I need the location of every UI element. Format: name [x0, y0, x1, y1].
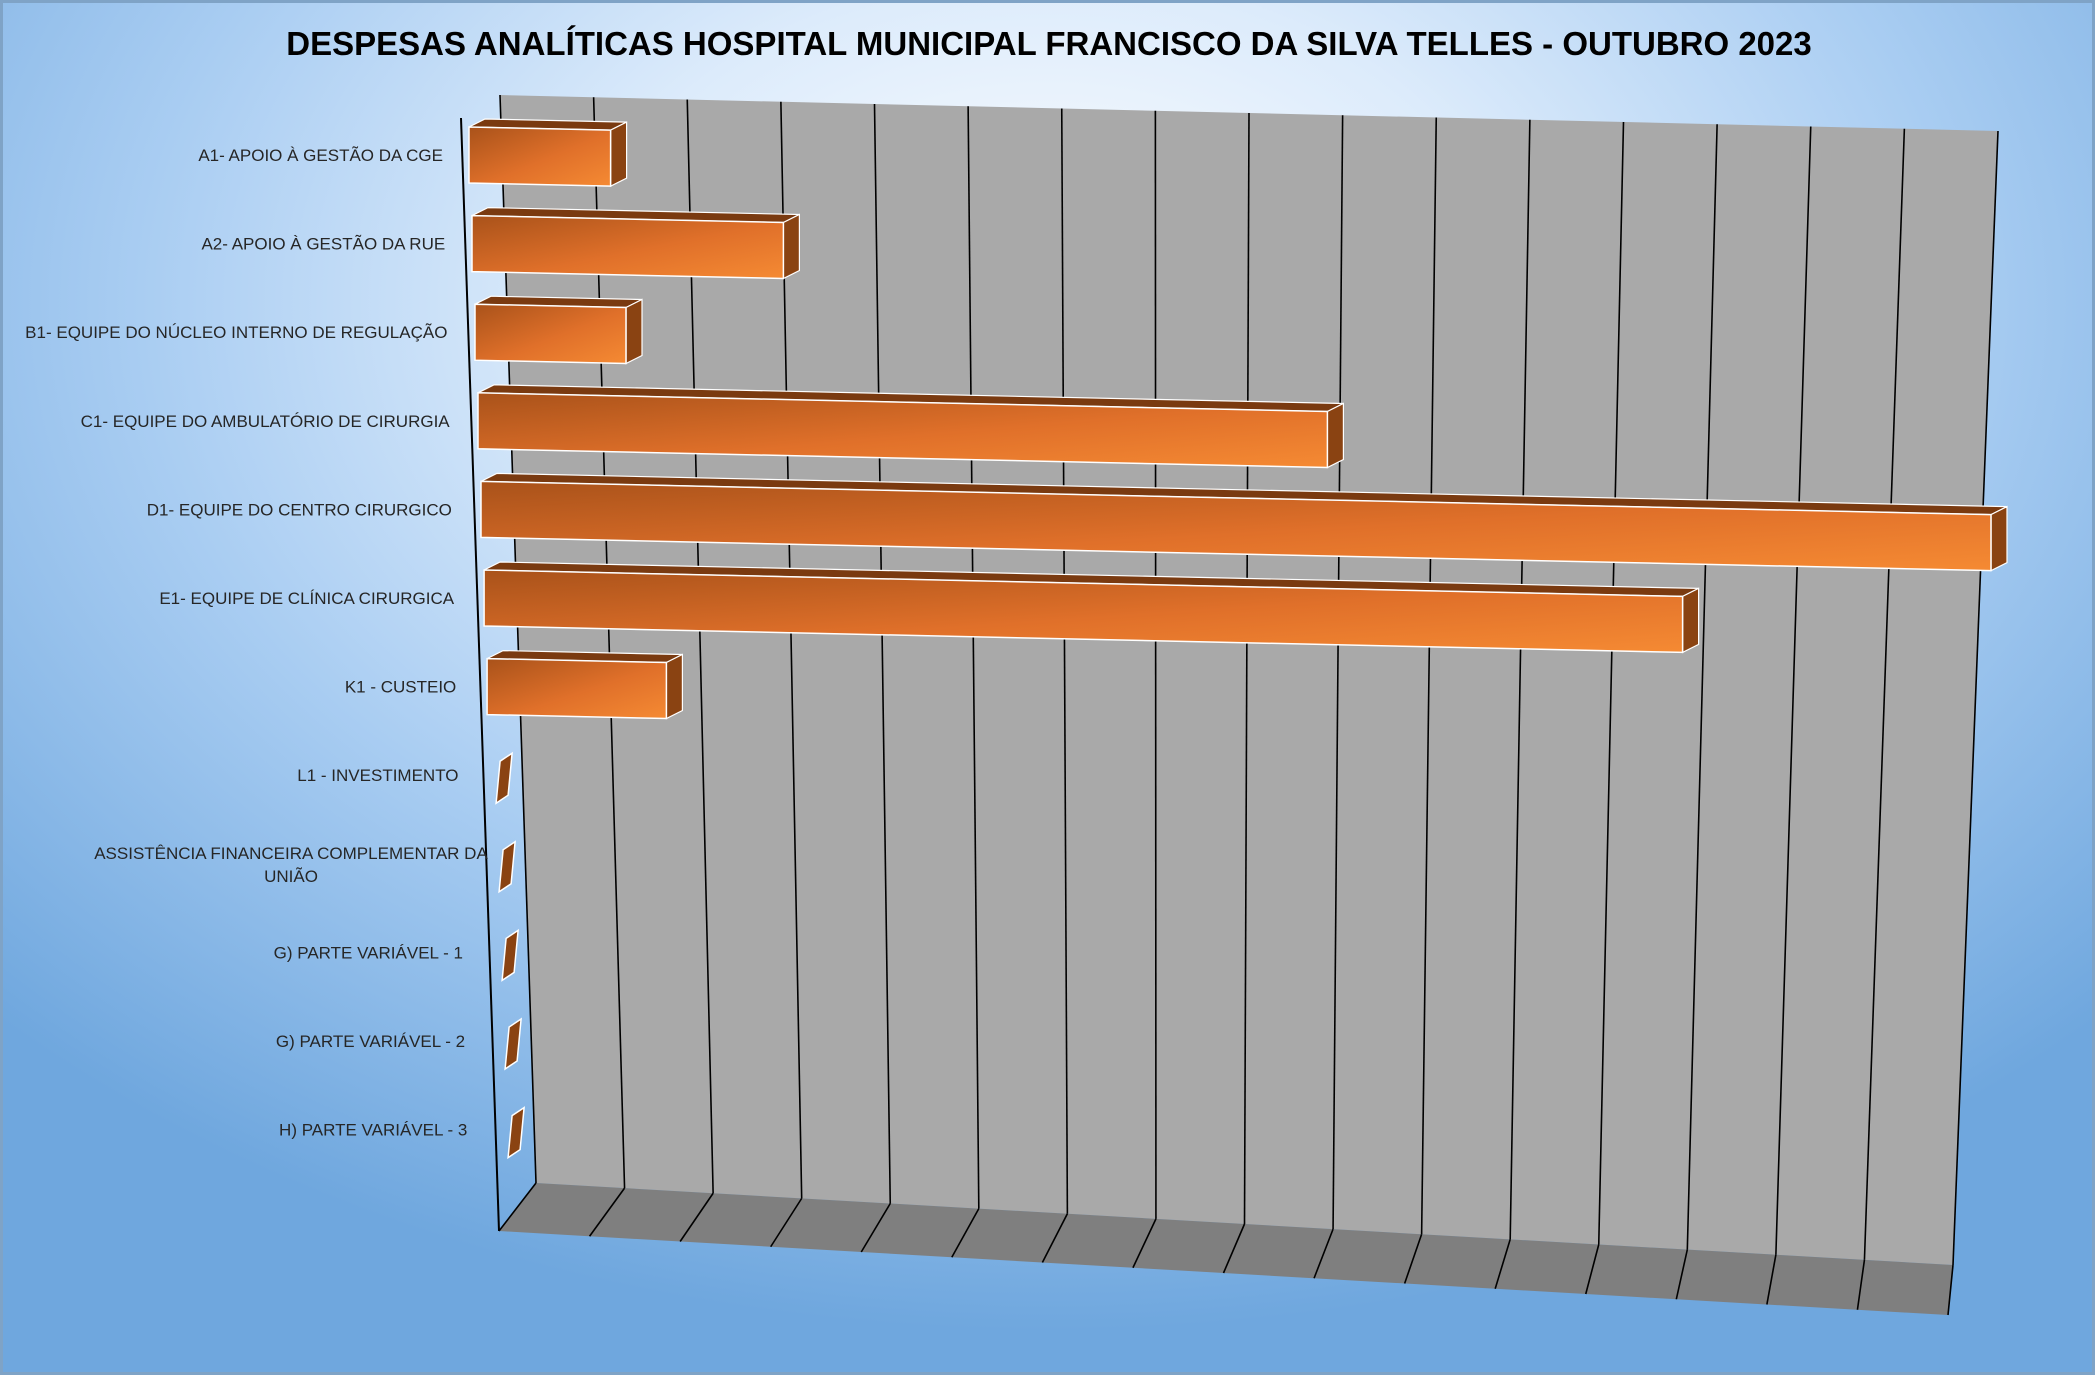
gridline	[1060, 108, 1069, 1214]
floor-gridline	[1403, 1233, 1423, 1284]
gridline	[1509, 119, 1531, 1240]
bar-side-face	[625, 298, 643, 365]
gridline	[1154, 110, 1157, 1219]
bar-front-face	[477, 392, 1329, 469]
gridline	[873, 103, 892, 1204]
floor-gridline	[498, 1182, 537, 1232]
category-label: C1- EQUIPE DO AMBULATÓRIO DE CIRURGIA	[81, 412, 451, 431]
bar	[507, 1106, 525, 1160]
category-label: G) PARTE VARIÁVEL - 1	[274, 943, 463, 962]
bar-zero	[501, 928, 519, 982]
bar-front-face	[483, 569, 1684, 654]
floor-gridline	[1132, 1218, 1157, 1269]
category-label: E1- EQUIPE DE CLÍNICA CIRURGICA	[159, 589, 454, 608]
back-wall	[500, 95, 1998, 1265]
floor-gridline	[1494, 1239, 1511, 1289]
category-label: L1 - INVESTIMENTO	[297, 766, 458, 785]
bar	[504, 1017, 522, 1071]
category-label-line: ASSISTÊNCIA FINANCEIRA COMPLEMENTAR DA	[94, 844, 488, 863]
category-label: A1- APOIO À GESTÃO DA CGE	[198, 146, 443, 165]
category-label: ASSISTÊNCIA FINANCEIRA COMPLEMENTAR DA UN…	[94, 844, 488, 886]
floor-gridline	[1675, 1249, 1689, 1300]
floor-gridline	[1947, 1264, 1954, 1316]
bar	[477, 384, 1345, 469]
floor-gridline	[1856, 1259, 1866, 1310]
category-label: G) PARTE VARIÁVEL - 2	[276, 1032, 465, 1051]
gridline	[1420, 117, 1438, 1235]
gridline	[1775, 126, 1812, 1255]
bar-front-face	[468, 126, 612, 187]
category-label: B1- EQUIPE DO NÚCLEO INTERNO DE REGULAÇÃ…	[25, 323, 447, 342]
bar-side-face	[609, 121, 628, 188]
bar-front-face	[486, 657, 668, 720]
bar-zero	[507, 1106, 525, 1160]
category-label: A2- APOIO À GESTÃO DA RUE	[201, 235, 445, 254]
bar-front-face	[480, 480, 1992, 572]
floor-gridline	[1222, 1223, 1246, 1274]
gridline	[1597, 121, 1625, 1245]
bar-side-face	[782, 213, 801, 280]
gridline	[1332, 115, 1344, 1230]
floor-gridline	[1766, 1254, 1777, 1305]
bar-chart-3d: DESPESAS ANALÍTICAS HOSPITAL MUNICIPAL F…	[25, 25, 2008, 1316]
bar-front-face	[474, 303, 627, 365]
gridlines	[498, 94, 1999, 1316]
bar	[498, 840, 516, 894]
gridline	[592, 97, 626, 1189]
bar	[471, 206, 801, 280]
bar	[483, 561, 1700, 654]
floor-gridline	[860, 1203, 891, 1253]
category-axis-line	[460, 117, 500, 1232]
bar-side-face	[1990, 505, 2008, 572]
bar-zero	[504, 1017, 522, 1071]
chart-title: DESPESAS ANALÍTICAS HOSPITAL MUNICIPAL F…	[286, 25, 1811, 62]
bar	[486, 649, 684, 720]
category-label-line: UNIÃO	[264, 867, 318, 886]
gridline	[686, 99, 714, 1194]
floor-gridline	[588, 1187, 626, 1237]
gridline	[1952, 130, 1999, 1266]
gridline	[1686, 124, 1718, 1250]
bar-side-face	[1681, 587, 1700, 654]
category-labels: A1- APOIO À GESTÃO DA CGE A2- APOIO À GES…	[25, 146, 488, 1140]
bar	[501, 928, 519, 982]
floor-gridline	[770, 1197, 803, 1248]
bar-side-face	[1326, 402, 1345, 469]
gridline	[967, 106, 980, 1209]
floor-gridline	[951, 1208, 980, 1258]
bar-front-face	[471, 214, 785, 280]
gridline	[1863, 128, 1906, 1260]
bars	[468, 118, 2008, 1160]
gridline	[1243, 112, 1250, 1225]
floor-gridline	[1041, 1213, 1069, 1263]
category-label: K1 - CUSTEIO	[345, 678, 456, 697]
floor-gridline	[1313, 1228, 1334, 1279]
bar-side-face	[665, 653, 684, 720]
floor-gridline	[679, 1192, 714, 1242]
category-label: H) PARTE VARIÁVEL - 3	[279, 1121, 467, 1140]
bar	[474, 295, 643, 365]
bar	[495, 751, 513, 805]
category-label: D1- EQUIPE DO CENTRO CIRURGICO	[147, 500, 452, 519]
gridline	[499, 94, 537, 1184]
bar	[468, 118, 628, 188]
bar-zero	[498, 840, 516, 894]
gridline	[780, 101, 803, 1199]
bar	[480, 472, 2008, 572]
floor-gridline	[1584, 1244, 1600, 1295]
bar-zero	[495, 751, 513, 805]
